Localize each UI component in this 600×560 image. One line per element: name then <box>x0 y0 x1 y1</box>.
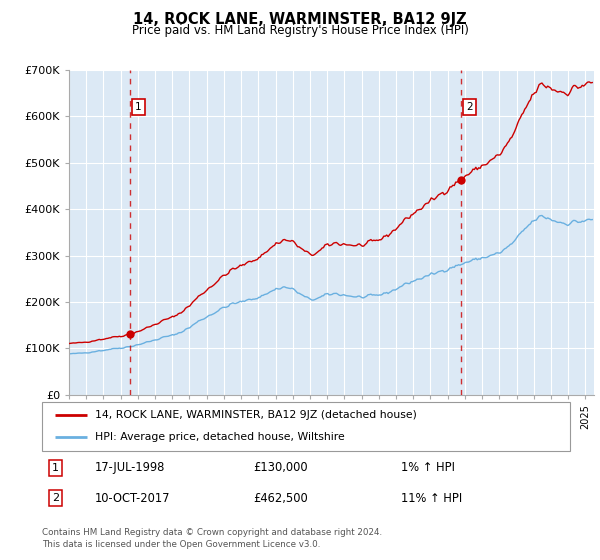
Text: 2: 2 <box>466 102 473 112</box>
Text: 2: 2 <box>52 493 59 503</box>
Text: Contains HM Land Registry data © Crown copyright and database right 2024.: Contains HM Land Registry data © Crown c… <box>42 528 382 536</box>
Text: £130,000: £130,000 <box>253 461 308 474</box>
Text: 11% ↑ HPI: 11% ↑ HPI <box>401 492 462 505</box>
Text: £462,500: £462,500 <box>253 492 308 505</box>
Text: 1: 1 <box>52 463 59 473</box>
Text: 1: 1 <box>135 102 142 112</box>
Text: 10-OCT-2017: 10-OCT-2017 <box>95 492 170 505</box>
Text: HPI: Average price, detached house, Wiltshire: HPI: Average price, detached house, Wilt… <box>95 432 344 442</box>
Text: Price paid vs. HM Land Registry's House Price Index (HPI): Price paid vs. HM Land Registry's House … <box>131 24 469 37</box>
FancyBboxPatch shape <box>42 402 570 451</box>
Text: 1% ↑ HPI: 1% ↑ HPI <box>401 461 455 474</box>
Text: 17-JUL-1998: 17-JUL-1998 <box>95 461 165 474</box>
Text: This data is licensed under the Open Government Licence v3.0.: This data is licensed under the Open Gov… <box>42 540 320 549</box>
Text: 14, ROCK LANE, WARMINSTER, BA12 9JZ (detached house): 14, ROCK LANE, WARMINSTER, BA12 9JZ (det… <box>95 410 416 420</box>
Text: 14, ROCK LANE, WARMINSTER, BA12 9JZ: 14, ROCK LANE, WARMINSTER, BA12 9JZ <box>133 12 467 27</box>
